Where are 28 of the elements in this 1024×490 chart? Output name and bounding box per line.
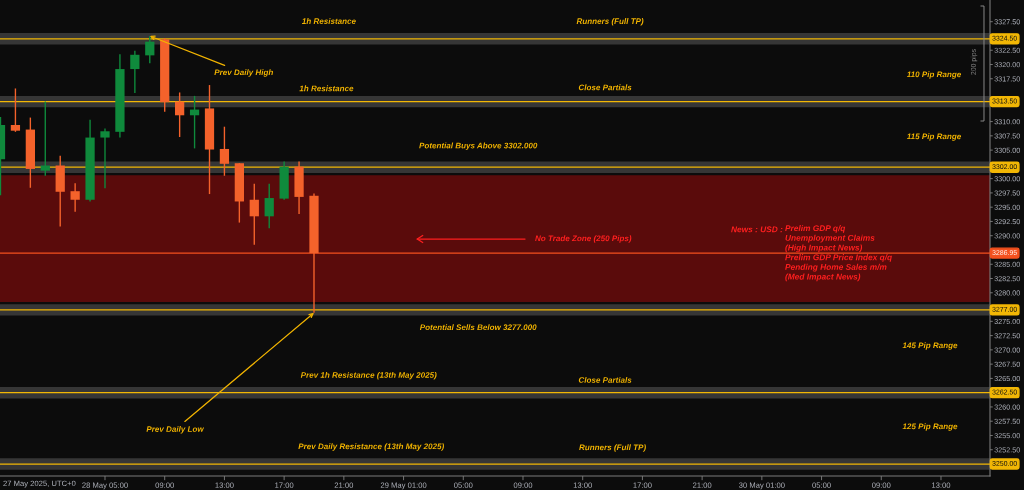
annotation: Prev Daily Low (146, 426, 205, 434)
annotation: 1h Resistance (299, 85, 354, 92)
annotation: Close Partials (578, 84, 632, 91)
annotation: No Trade Zone (250 Pips) (535, 235, 632, 243)
candlestick (40, 100, 50, 177)
annotation: Prev Daily Resistance (13th May 2025) (298, 443, 444, 451)
annotation: Potential Sells Below 3277.000 (419, 324, 537, 331)
candlestick (175, 91, 185, 138)
annotation: 145 Pip Range (902, 342, 958, 350)
candlestick (219, 126, 230, 177)
annotation: Runners (Full TP) (579, 444, 646, 452)
annotation: Prelim GDP q/q Unemployment Claims (High Impact News) Prelim GDP Price Index q/q Pending Home Sales m/m (Med Impact News) (785, 225, 892, 282)
annotation: News : USD : (731, 226, 783, 233)
annotation: Close Partials (578, 376, 632, 383)
candlestick (100, 127, 110, 190)
annotation: 1h Resistance (301, 18, 356, 24)
annotation: Runners (Full TP) (576, 18, 644, 26)
annotation: Prev Daily High (214, 69, 273, 77)
candlestick (130, 50, 140, 94)
candlestick (70, 182, 80, 213)
candlestick (264, 183, 274, 229)
candlestick (10, 87, 21, 133)
annotation: 115 Pip Range (906, 133, 962, 141)
annotation: Potential Buys Above 3302.000 (419, 142, 538, 150)
annotation: 110 Pip Range (906, 71, 962, 79)
annotation: 125 Pip Range (902, 423, 958, 431)
candlestick (249, 183, 259, 246)
annotation: Prev 1h Resistance (13th May 2025) (300, 371, 437, 380)
